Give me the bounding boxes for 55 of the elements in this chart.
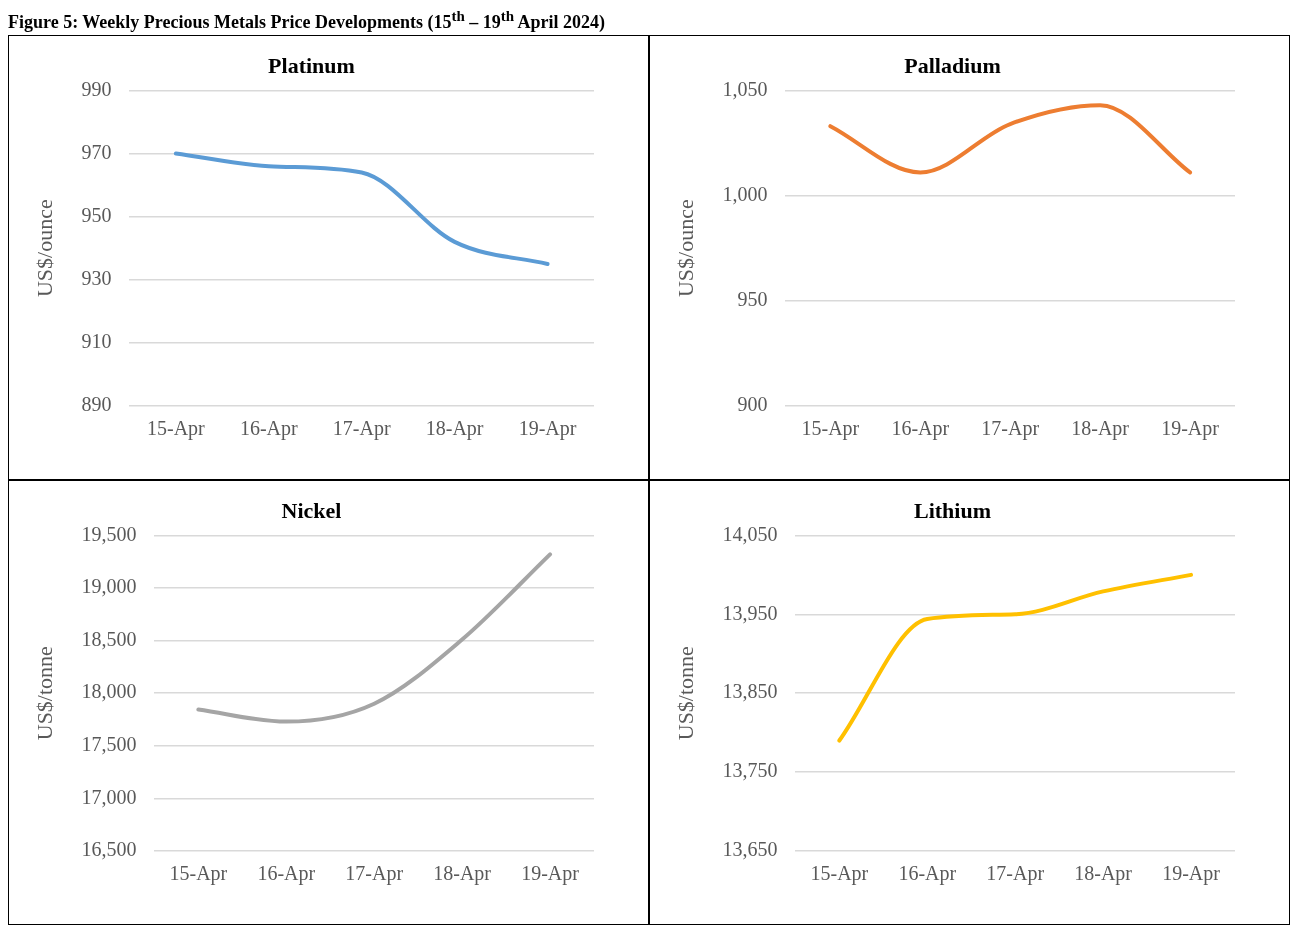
chart-title: Palladium: [904, 52, 1001, 78]
line-series: [196, 552, 553, 724]
caption: Figure 5: Weekly Precious Metals Price Developments (15$^{th}$ – 19$^{th}$ April 2024): [8, 8, 607, 33]
x-tick-label: 15-Apr: [146, 417, 206, 441]
y-tick-label: 13,750: [722, 759, 778, 782]
y-tick-label: 16,500: [81, 838, 137, 861]
x-tick-label: 18-Apr: [1074, 862, 1133, 886]
x-tick-label: 17-Apr: [986, 862, 1045, 886]
x-tick-label: 19-Apr: [521, 862, 580, 886]
y-tick-label: 1,000: [722, 182, 768, 205]
x-tick-label: 18-Apr: [1071, 417, 1130, 441]
y-tick-label: 13,850: [722, 680, 778, 703]
y-axis-title: US$/tonne: [672, 646, 698, 741]
line-series: [173, 151, 550, 266]
x-tick-label: 19-Apr: [1161, 417, 1220, 441]
y-tick-label: 950: [81, 203, 112, 226]
x-tick-label: 17-Apr: [981, 417, 1040, 441]
y-tick-label: 13,950: [722, 601, 778, 624]
x-tick-label: 16-Apr: [257, 862, 316, 886]
y-tick-label: 970: [81, 140, 112, 163]
x-tick-label: 18-Apr: [425, 417, 484, 441]
y-tick-label: 950: [737, 288, 768, 311]
x-tick-label: 16-Apr: [239, 417, 298, 441]
y-tick-label: 19,000: [81, 575, 137, 598]
line-series: [828, 103, 1193, 175]
y-tick-label: 1,050: [722, 77, 768, 100]
x-tick-label: 15-Apr: [169, 862, 228, 886]
x-tick-label: 16-Apr: [898, 862, 957, 886]
y-tick-label: 910: [81, 330, 112, 353]
x-tick-label: 19-Apr: [1162, 862, 1221, 886]
y-tick-label: 890: [81, 393, 112, 416]
line-series: [837, 572, 1194, 743]
x-tick-label: 17-Apr: [345, 862, 404, 886]
y-tick-label: 18,000: [81, 680, 137, 703]
y-tick-label: 990: [81, 77, 112, 100]
y-tick-label: 18,500: [81, 627, 137, 650]
chart-title: Platinum: [268, 52, 355, 78]
y-axis-title: US$/ounce: [31, 199, 57, 298]
y-tick-label: 19,500: [81, 522, 137, 545]
chart-title: Nickel: [281, 497, 342, 523]
x-tick-label: 17-Apr: [332, 417, 391, 441]
y-axis-title: US$/tonne: [31, 646, 57, 741]
x-tick-label: 18-Apr: [433, 862, 492, 886]
y-tick-label: 900: [737, 393, 768, 416]
x-tick-label: 15-Apr: [810, 862, 869, 886]
y-tick-label: 930: [81, 267, 112, 290]
x-tick-label: 16-Apr: [891, 417, 950, 441]
y-tick-label: 17,500: [81, 733, 137, 756]
x-tick-label: 19-Apr: [518, 417, 577, 441]
y-tick-label: 14,050: [722, 522, 778, 545]
x-tick-label: 15-Apr: [801, 417, 860, 441]
chart-title: Lithium: [913, 497, 992, 523]
y-axis-title: US$/ounce: [672, 199, 698, 298]
y-tick-label: 13,650: [722, 838, 778, 861]
y-tick-label: 17,000: [81, 785, 137, 808]
